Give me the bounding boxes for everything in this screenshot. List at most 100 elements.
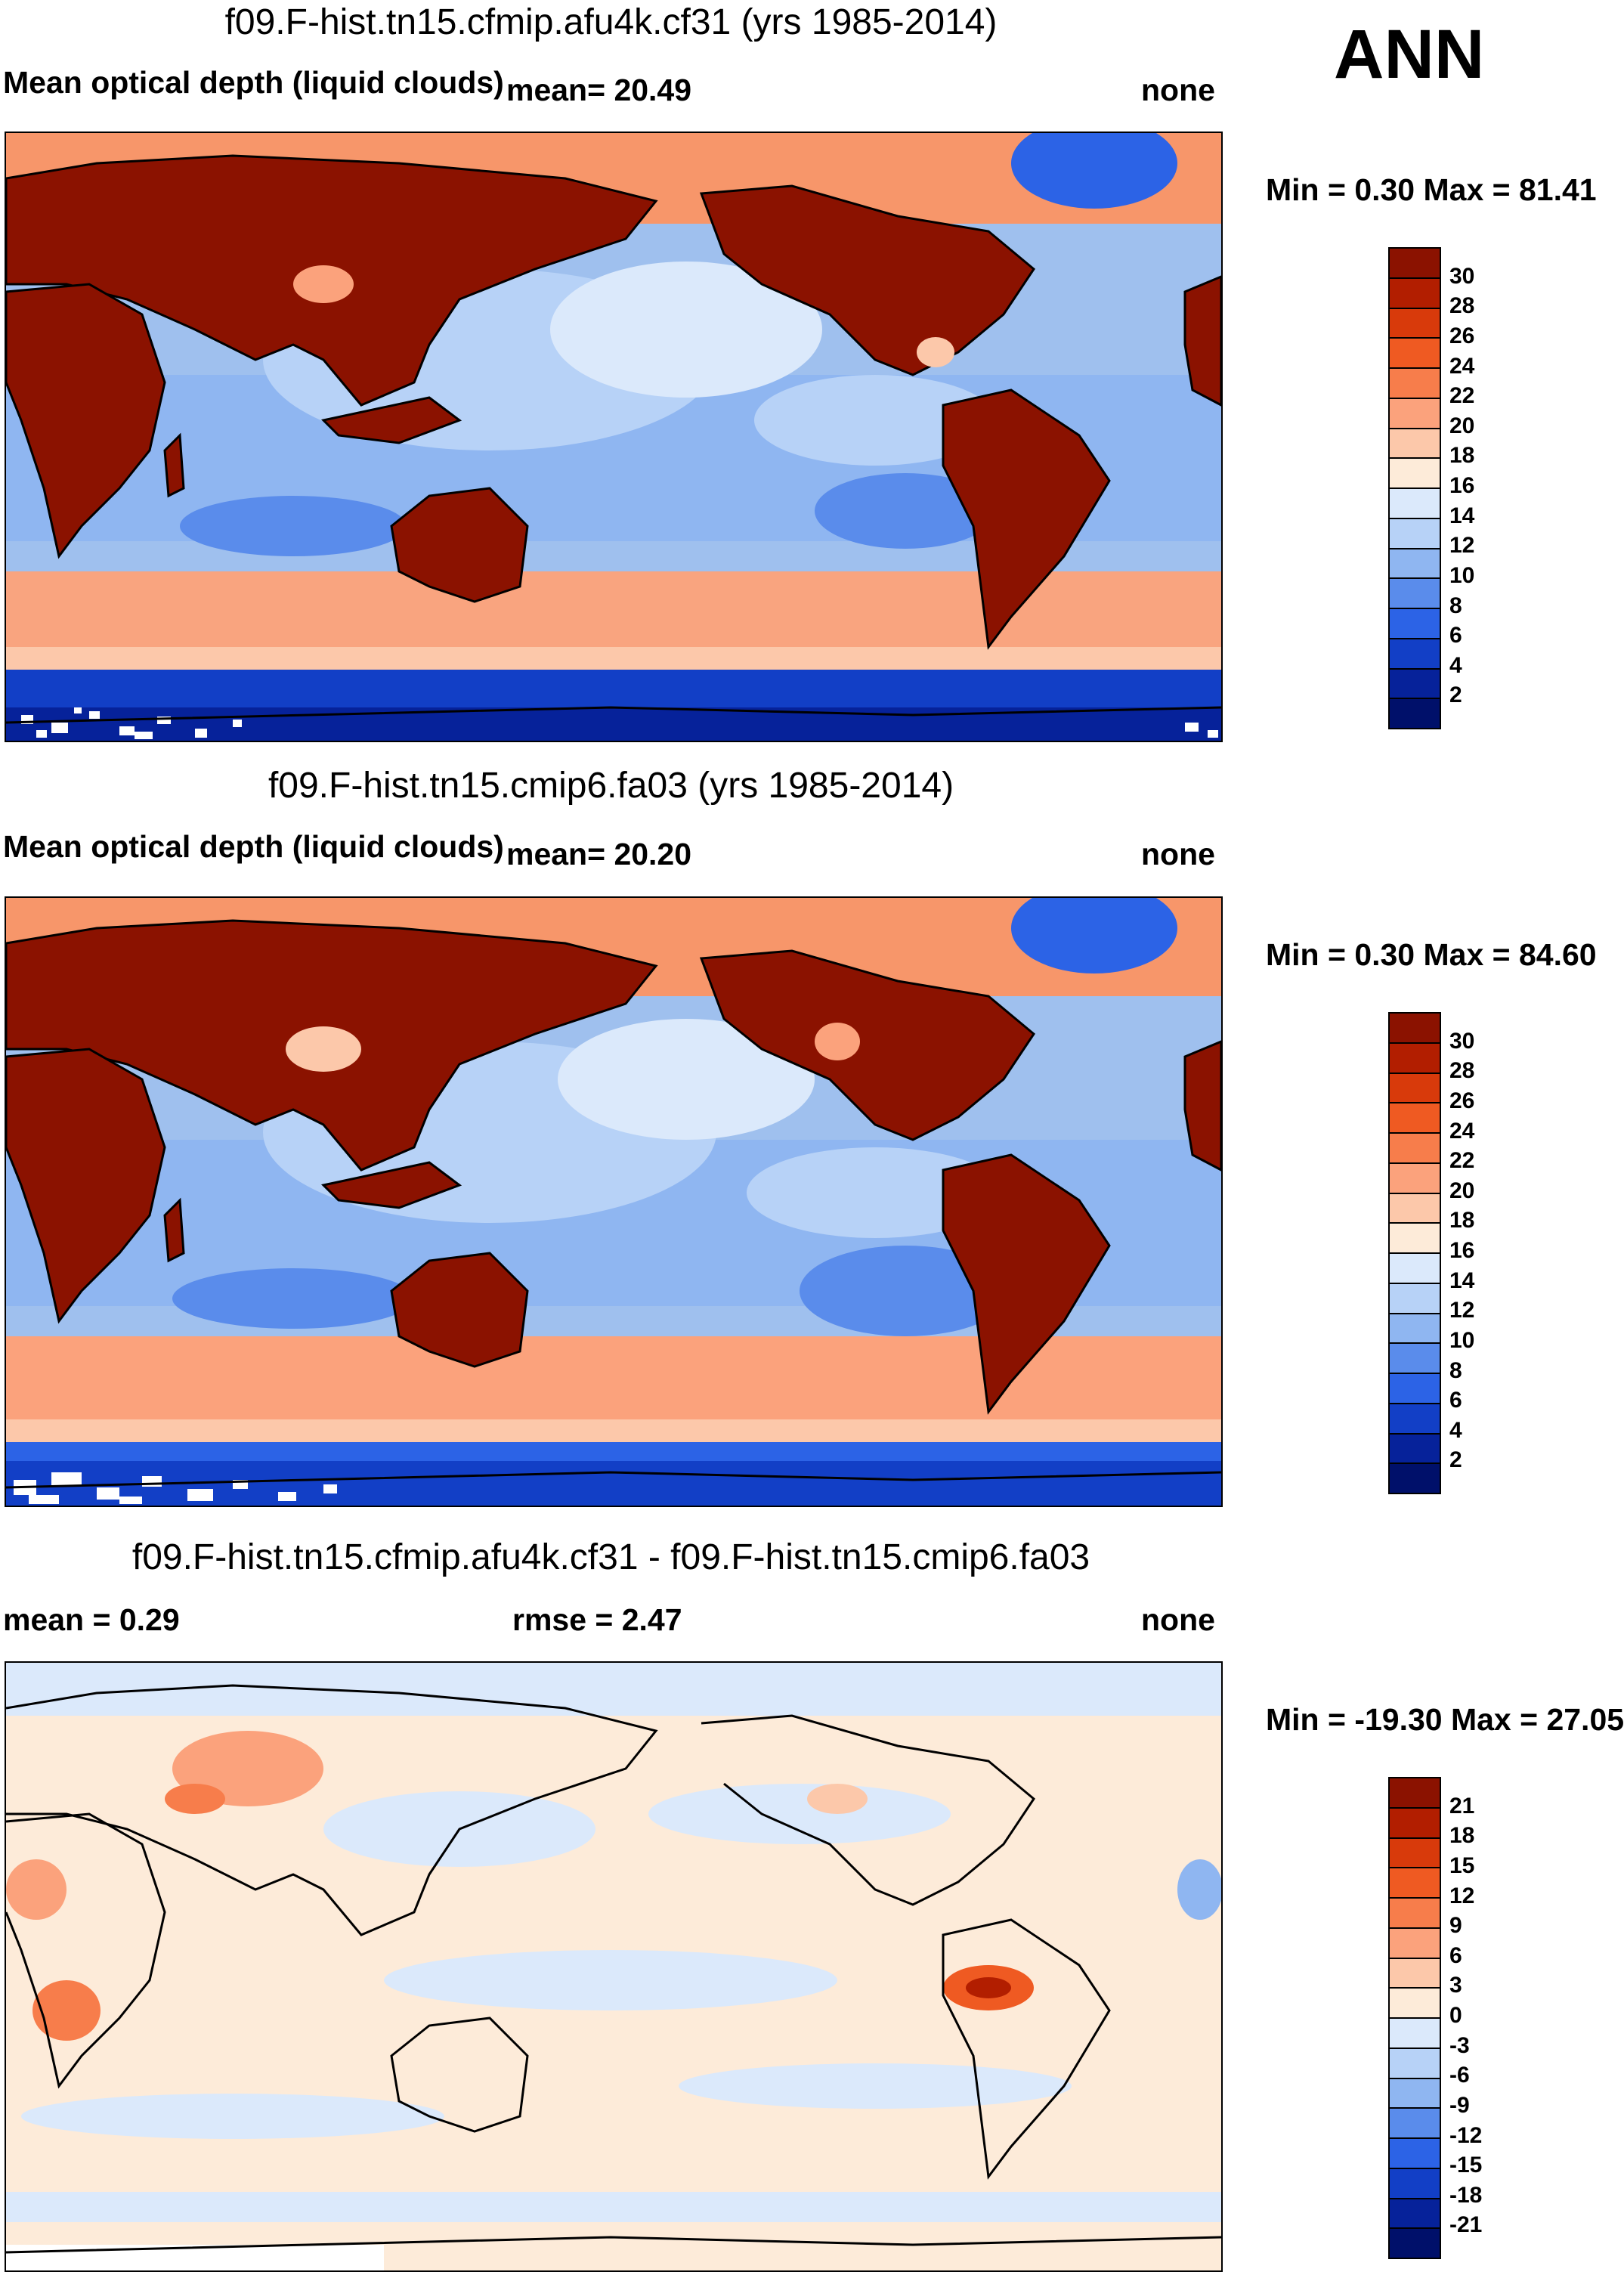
- panel-1-mean: mean= 20.49: [506, 73, 692, 107]
- colorbar-tick-label: 14: [1449, 1268, 1475, 1293]
- colorbar-tick-label: -9: [1449, 2092, 1470, 2118]
- colorbar-tick-label: 22: [1449, 383, 1475, 409]
- colorbar-swatch: [1390, 1989, 1440, 2019]
- colorbar-tick-label: 2: [1449, 682, 1462, 708]
- colorbar-tick-label: 15: [1449, 1852, 1475, 1878]
- colorbar-tick-label: 12: [1449, 1298, 1475, 1323]
- colorbar-tick-label: 18: [1449, 443, 1475, 469]
- colorbar-swatch: [1390, 1193, 1440, 1224]
- colorbar-tick-label: 16: [1449, 473, 1475, 498]
- colorbar-swatch: [1390, 1103, 1440, 1134]
- colorbar-tick-label: -12: [1449, 2122, 1483, 2148]
- panel-2-colorbar: [1388, 1012, 1441, 1494]
- colorbar-swatch: [1390, 369, 1440, 399]
- panel-2-map: [5, 896, 1223, 1507]
- colorbar-tick-label: 24: [1449, 1118, 1475, 1144]
- colorbar-swatch: [1390, 278, 1440, 309]
- colorbar-swatch: [1390, 2019, 1440, 2049]
- colorbar-tick-label: 9: [1449, 1913, 1462, 1939]
- colorbar-tick-label: 28: [1449, 1058, 1475, 1084]
- colorbar-swatch: [1390, 1434, 1440, 1465]
- colorbar-tick-label: 4: [1449, 1417, 1462, 1443]
- colorbar-tick-label: 3: [1449, 1973, 1462, 1998]
- colorbar-swatch: [1390, 1958, 1440, 1989]
- colorbar-swatch: [1390, 2168, 1440, 2199]
- colorbar-swatch: [1390, 1868, 1440, 1899]
- colorbar-swatch: [1390, 1314, 1440, 1345]
- colorbar-tick-label: 26: [1449, 323, 1475, 348]
- colorbar-tick-label: 22: [1449, 1148, 1475, 1174]
- colorbar-swatch: [1390, 518, 1440, 549]
- colorbar-tick-label: 0: [1449, 2003, 1462, 2028]
- colorbar-tick-label: 2: [1449, 1447, 1462, 1473]
- colorbar-swatch: [1390, 459, 1440, 489]
- missing-data-speckles: [21, 707, 1218, 739]
- panel-3-units: none: [1141, 1602, 1215, 1637]
- panel-2-units: none: [1141, 837, 1215, 871]
- colorbar-swatch: [1390, 398, 1440, 429]
- colorbar-tick-label: 8: [1449, 1357, 1462, 1383]
- colorbar-swatch: [1390, 2199, 1440, 2230]
- colorbar-swatch: [1390, 549, 1440, 580]
- colorbar-swatch: [1390, 2229, 1440, 2258]
- season-label: ANN: [1334, 16, 1485, 93]
- colorbar-tick-label: -18: [1449, 2182, 1483, 2208]
- panel-1-minmax: Min = 0.30 Max = 81.41: [1266, 172, 1597, 207]
- colorbar-swatch: [1390, 1464, 1440, 1493]
- colorbar-swatch: [1390, 249, 1440, 279]
- panel-1-variable-label: Mean optical depth (liquid clouds): [3, 65, 504, 100]
- colorbar-tick-label: 10: [1449, 1327, 1475, 1353]
- panel-3-map: [5, 1661, 1223, 2272]
- panel-1-title: f09.F-hist.tn15.cfmip.afu4k.cf31 (yrs 19…: [224, 2, 998, 42]
- colorbar-tick-label: -6: [1449, 2063, 1470, 2088]
- colorbar-tick-label: 6: [1449, 1388, 1462, 1413]
- panel-3-rmse: rmse = 2.47: [512, 1602, 682, 1637]
- colorbar-swatch: [1390, 1163, 1440, 1194]
- colorbar-tick-label: 30: [1449, 263, 1475, 289]
- colorbar-swatch: [1390, 308, 1440, 339]
- colorbar-swatch: [1390, 1374, 1440, 1404]
- colorbar-tick-label: 20: [1449, 1178, 1475, 1203]
- colorbar-tick-label: 26: [1449, 1088, 1475, 1113]
- colorbar-tick-label: 18: [1449, 1823, 1475, 1849]
- colorbar-swatch: [1390, 1283, 1440, 1314]
- colorbar-swatch: [1390, 579, 1440, 609]
- panel-3-title: f09.F-hist.tn15.cfmip.afu4k.cf31 - f09.F…: [131, 1537, 1090, 1577]
- colorbar-tick-label: 4: [1449, 652, 1462, 678]
- colorbar-swatch: [1390, 2048, 1440, 2079]
- colorbar-swatch: [1390, 1838, 1440, 1869]
- colorbar-swatch: [1390, 1254, 1440, 1284]
- colorbar-tick-label: -15: [1449, 2153, 1483, 2178]
- colorbar-swatch: [1390, 1899, 1440, 1929]
- colorbar-swatch: [1390, 339, 1440, 369]
- colorbar-swatch: [1390, 1778, 1440, 1809]
- panel-2-minmax: Min = 0.30 Max = 84.60: [1266, 937, 1597, 972]
- colorbar-tick-label: 12: [1449, 533, 1475, 559]
- colorbar-swatch: [1390, 609, 1440, 639]
- colorbar-tick-label: 30: [1449, 1028, 1475, 1054]
- colorbar-swatch: [1390, 1808, 1440, 1839]
- colorbar-tick-label: 24: [1449, 353, 1475, 379]
- colorbar-swatch: [1390, 429, 1440, 460]
- panel-2-variable-label: Mean optical depth (liquid clouds): [3, 829, 504, 864]
- colorbar-swatch: [1390, 639, 1440, 670]
- panel-1-map: [5, 132, 1223, 742]
- colorbar-swatch: [1390, 669, 1440, 700]
- panel-1-units: none: [1141, 73, 1215, 107]
- colorbar-tick-label: 6: [1449, 623, 1462, 648]
- colorbar-swatch: [1390, 2109, 1440, 2139]
- colorbar-swatch: [1390, 1224, 1440, 1254]
- colorbar-tick-label: 18: [1449, 1208, 1475, 1233]
- colorbar-tick-label: 6: [1449, 1942, 1462, 1968]
- colorbar-swatch: [1390, 1043, 1440, 1074]
- colorbar-tick-label: -21: [1449, 2212, 1483, 2238]
- colorbar-tick-label: 20: [1449, 413, 1475, 438]
- colorbar-swatch: [1390, 2078, 1440, 2109]
- colorbar-tick-label: 21: [1449, 1793, 1475, 1818]
- colorbar-tick-label: 10: [1449, 562, 1475, 588]
- colorbar-swatch: [1390, 1073, 1440, 1104]
- colorbar-swatch: [1390, 1014, 1440, 1044]
- panel-2-title: f09.F-hist.tn15.cmip6.fa03 (yrs 1985-201…: [268, 766, 954, 806]
- colorbar-swatch: [1390, 1404, 1440, 1435]
- colorbar-tick-label: 14: [1449, 503, 1475, 528]
